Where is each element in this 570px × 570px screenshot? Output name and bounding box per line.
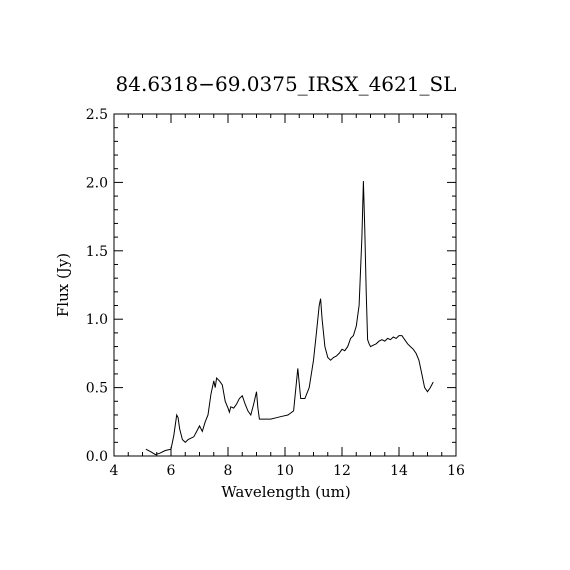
y-tick-label: 2.0 [86, 175, 108, 191]
series-line-0 [145, 180, 434, 456]
plot-frame [113, 113, 457, 457]
y-tick-label: 2.5 [86, 107, 108, 123]
series-layer [145, 180, 434, 456]
chart-title: 84.6318−69.0375_IRSX_4621_SL [116, 72, 457, 96]
y-tick-label: 1.5 [86, 244, 108, 260]
x-axis-label: Wavelength (um) [221, 483, 350, 501]
y-tick-label: 0.5 [86, 381, 108, 397]
y-tick-label: 0.0 [86, 449, 108, 465]
x-tick-label: 12 [333, 463, 351, 479]
x-tick-label: 4 [110, 463, 119, 479]
plot-axes: 4 6 8 10 12 14 16 0.0 0.5 1.0 1.5 2.0 2.5 [86, 107, 465, 479]
x-tick-label: 6 [167, 463, 176, 479]
x-tick-label: 10 [276, 463, 294, 479]
x-tick-label: 8 [224, 463, 233, 479]
x-tick-label: 16 [447, 463, 465, 479]
y-axis-label: Flux (Jy) [54, 253, 72, 317]
x-tick-label: 14 [390, 463, 408, 479]
y-tick-label: 1.0 [86, 312, 108, 328]
